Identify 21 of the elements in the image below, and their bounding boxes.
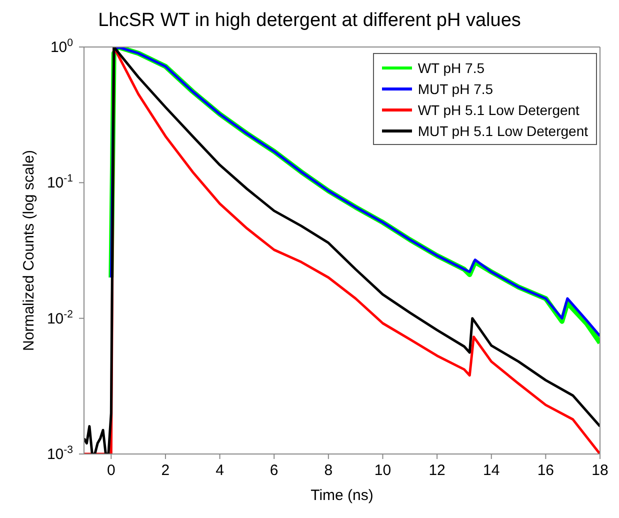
y-tick-label: 10$^{-2}$: [46, 308, 74, 328]
x-tick-label: 6: [270, 462, 278, 479]
x-tick-label: 12: [428, 462, 446, 479]
y-axis-title: Normalized Counts (log scale): [20, 150, 38, 351]
x-tick-label: 16: [537, 462, 554, 479]
y-tick-label: 10$^{-1}$: [46, 172, 74, 192]
chart-title: LhcSR WT in high detergent at different pH values: [97, 9, 522, 33]
legend-label: WT pH 5.1 Low Detergent: [418, 102, 580, 118]
legend-label: MUT pH 7.5: [418, 80, 494, 96]
x-tick-label: 18: [592, 462, 608, 479]
legend-label: MUT pH 5.1 Low Detergent: [418, 122, 588, 138]
x-tick-label: 8: [324, 462, 333, 479]
x-tick-label: 14: [483, 462, 500, 479]
y-tick-label: 10$^{-3}$: [46, 444, 74, 463]
x-tick-label: 10: [374, 462, 392, 479]
y-tick-label: 10$^{0}$: [50, 37, 74, 56]
x-tick-label: 4: [216, 462, 224, 479]
x-tick-label: 2: [161, 462, 170, 479]
x-tick-label: 0: [106, 462, 116, 479]
legend-label: WT pH 7.5: [418, 60, 484, 76]
x-axis-title: Time (ns): [310, 487, 374, 504]
